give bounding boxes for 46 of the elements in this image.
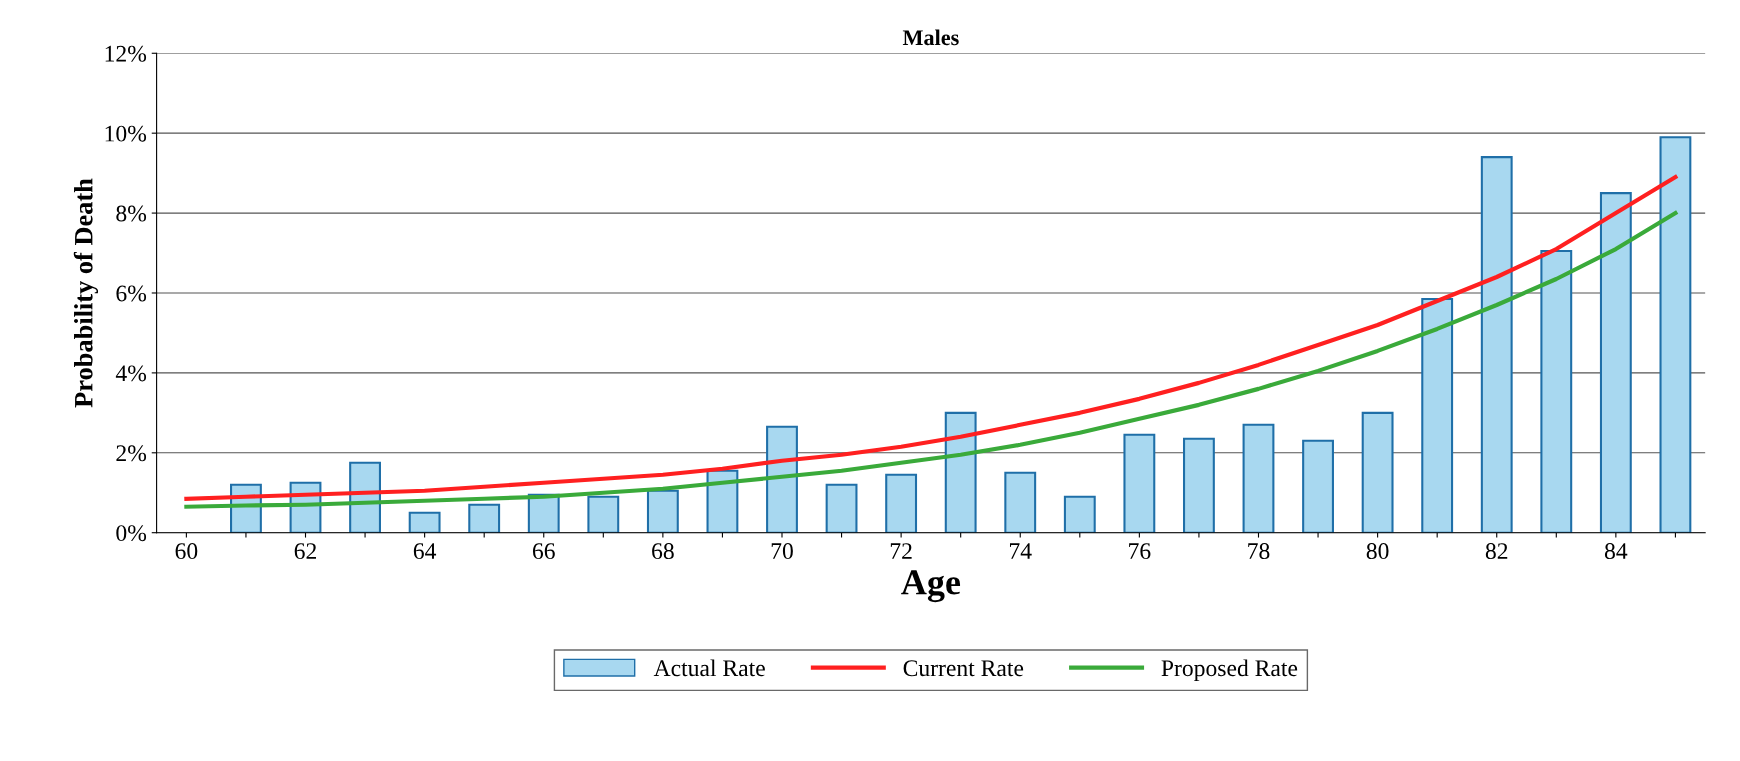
bar (1302, 439, 1334, 533)
x-tick-label: 68 (652, 543, 674, 560)
bar (885, 473, 918, 533)
bar (766, 425, 798, 533)
bar (825, 483, 858, 533)
x-tick-label: 66 (532, 543, 555, 560)
bar (1183, 437, 1215, 533)
bar (587, 495, 620, 533)
bar (468, 503, 501, 533)
bar (1480, 156, 1513, 533)
x-tick-label: 82 (1485, 543, 1508, 560)
x-tick-label: 76 (1129, 543, 1151, 560)
x-tick-label: 64 (413, 543, 437, 560)
x-tick-label: 62 (294, 543, 317, 560)
legend-label: Current Rate (903, 660, 1024, 677)
x-tick-label: 84 (1604, 543, 1628, 560)
bar (1004, 471, 1037, 533)
y-tick-label: 6% (116, 285, 147, 302)
bar (1421, 297, 1454, 533)
y-tick-label: 8% (116, 205, 147, 222)
bar (1540, 249, 1573, 533)
legend-label: Proposed Rate (1161, 659, 1298, 681)
legend-label: Actual Rate (653, 659, 765, 677)
bar (408, 511, 441, 533)
y-tick-label: 2% (116, 445, 147, 462)
y-tick-label: 12% (105, 45, 147, 62)
bar (944, 411, 977, 533)
y-tick-label: 0% (116, 525, 147, 542)
y-tick-label: 4% (115, 365, 147, 382)
x-tick-label: 80 (1366, 543, 1389, 560)
bar (1123, 433, 1156, 533)
bar (1659, 136, 1692, 533)
bar (1599, 192, 1632, 533)
bar (646, 489, 679, 533)
y-tick-label: 10% (105, 125, 147, 142)
y-axis-title: Probability of Death (73, 178, 99, 408)
x-tick-label: 78 (1248, 543, 1270, 560)
x-tick-label: 74 (1009, 543, 1032, 559)
x-tick-label: 70 (771, 543, 793, 560)
x-tick-label: 60 (175, 543, 198, 560)
x-tick-label: 72 (890, 543, 912, 559)
chart-title: Males (902, 29, 959, 46)
bar (1063, 495, 1096, 533)
x-axis-title: Age (901, 570, 961, 603)
bar (1361, 411, 1394, 533)
bar (1242, 423, 1275, 533)
